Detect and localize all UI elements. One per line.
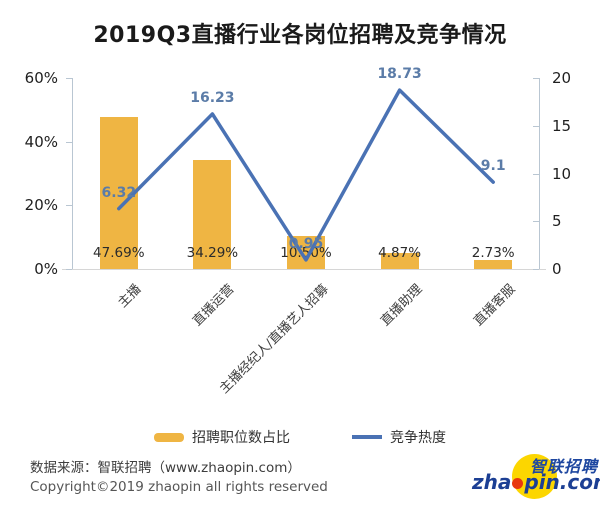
line-value-label-2: 0.95 — [288, 235, 324, 252]
logo-red-dot-icon — [512, 478, 524, 489]
line-series-swatch — [352, 435, 382, 439]
copyright-text: Copyright©2019 zhaopin all rights reserv… — [30, 479, 328, 495]
category-label-1: 直播运营 — [190, 281, 238, 330]
line-value-label-1: 16.23 — [190, 90, 235, 106]
bar-value-label-3: 4.87% — [378, 245, 422, 261]
category-label-4: 直播客服 — [471, 281, 519, 330]
left-axis-line — [72, 78, 73, 269]
left-axis-tick-label-2: 20% — [24, 196, 58, 215]
left-axis-tick-label-0: 60% — [24, 69, 58, 87]
right-axis-tick — [533, 221, 539, 223]
x-axis-line — [62, 269, 546, 270]
line-value-label-0: 6.32 — [101, 184, 137, 201]
data-source-text: 数据来源：智联招聘（www.zhaopin.com） — [30, 460, 301, 476]
line-value-label-3: 18.73 — [377, 66, 422, 83]
left-axis-tick-label-1: 40% — [24, 132, 58, 151]
left-axis-tick — [66, 141, 72, 143]
left-axis-tick-label-3: 0% — [34, 260, 58, 278]
right-axis-tick — [533, 269, 539, 270]
bar-value-label-0: 47.69% — [93, 245, 145, 261]
zhaopin-logo: 智联招聘 zha pin.com — [470, 447, 600, 507]
left-axis-tick — [66, 205, 72, 207]
legend-bar-label: 招聘职位数占比 — [192, 430, 290, 446]
line-value-label-4: 9.1 — [480, 158, 506, 175]
category-label-0: 主播 — [115, 281, 145, 311]
right-axis-tick — [533, 125, 539, 127]
competition-line — [117, 88, 495, 262]
logo-chinese-text: 智联招聘 — [529, 457, 598, 476]
category-label-3: 直播助理 — [377, 281, 426, 330]
legend: 招聘职位数占比 竞争热度 — [0, 427, 600, 447]
logo-wordmark: zha pin.com — [472, 470, 600, 494]
logo-wordmark-suffix: pin.com — [524, 470, 600, 494]
legend-line-label: 竞争热度 — [390, 430, 446, 446]
left-axis-tick — [66, 78, 72, 79]
logo-wordmark-prefix: zha — [472, 470, 512, 494]
left-axis-tick — [66, 269, 72, 270]
bar-value-label-1: 34.29% — [186, 245, 239, 261]
right-axis-tick — [533, 78, 539, 79]
bar-value-label-4: 2.73% — [471, 245, 515, 261]
right-axis-tick-label-1: 15 — [552, 116, 572, 135]
right-axis-tick-label-3: 5 — [552, 212, 562, 231]
right-axis-tick-label-2: 10 — [552, 164, 572, 183]
right-axis-line — [539, 78, 540, 269]
right-axis-tick — [533, 173, 539, 175]
bar-series-swatch — [154, 432, 184, 442]
chart-title: 2019Q3直播行业各岗位招聘及竞争情况 — [93, 23, 507, 48]
right-axis-tick-label-4: 0 — [552, 260, 562, 278]
legend-item-bar: 招聘职位数占比 — [154, 427, 290, 447]
legend-item-line: 竞争热度 — [352, 427, 446, 447]
right-axis-tick-label-0: 20 — [552, 69, 572, 87]
bar-4 — [474, 260, 513, 269]
logo-yellow-circle-icon — [512, 454, 557, 499]
